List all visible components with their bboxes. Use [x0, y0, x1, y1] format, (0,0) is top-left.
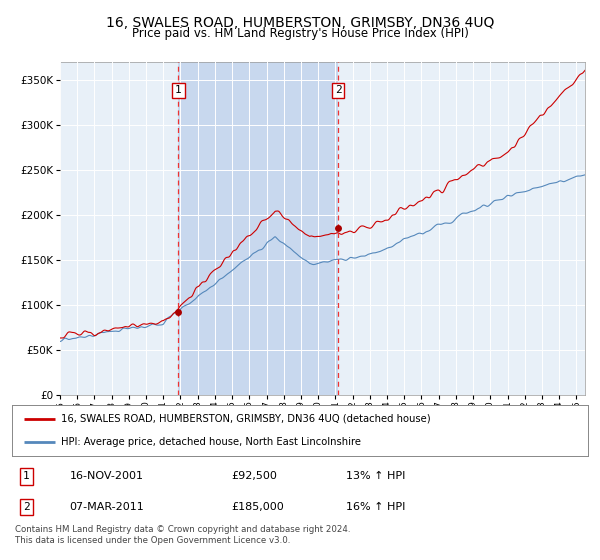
Text: 2: 2 — [23, 502, 30, 512]
Text: £185,000: £185,000 — [231, 502, 284, 512]
Text: 07-MAR-2011: 07-MAR-2011 — [70, 502, 145, 512]
Text: 1: 1 — [23, 472, 30, 482]
Text: 16, SWALES ROAD, HUMBERSTON, GRIMSBY, DN36 4UQ: 16, SWALES ROAD, HUMBERSTON, GRIMSBY, DN… — [106, 16, 494, 30]
Text: 13% ↑ HPI: 13% ↑ HPI — [346, 472, 406, 482]
Bar — [178, 62, 338, 395]
Text: £92,500: £92,500 — [231, 472, 277, 482]
Text: 16, SWALES ROAD, HUMBERSTON, GRIMSBY, DN36 4UQ (detached house): 16, SWALES ROAD, HUMBERSTON, GRIMSBY, DN… — [61, 414, 431, 424]
Text: HPI: Average price, detached house, North East Lincolnshire: HPI: Average price, detached house, Nort… — [61, 437, 361, 447]
Text: 1: 1 — [175, 86, 182, 95]
Text: Contains HM Land Registry data © Crown copyright and database right 2024.
This d: Contains HM Land Registry data © Crown c… — [15, 525, 350, 545]
Text: 2: 2 — [335, 86, 342, 95]
Text: Price paid vs. HM Land Registry's House Price Index (HPI): Price paid vs. HM Land Registry's House … — [131, 27, 469, 40]
Text: 16% ↑ HPI: 16% ↑ HPI — [346, 502, 406, 512]
Text: 16-NOV-2001: 16-NOV-2001 — [70, 472, 143, 482]
